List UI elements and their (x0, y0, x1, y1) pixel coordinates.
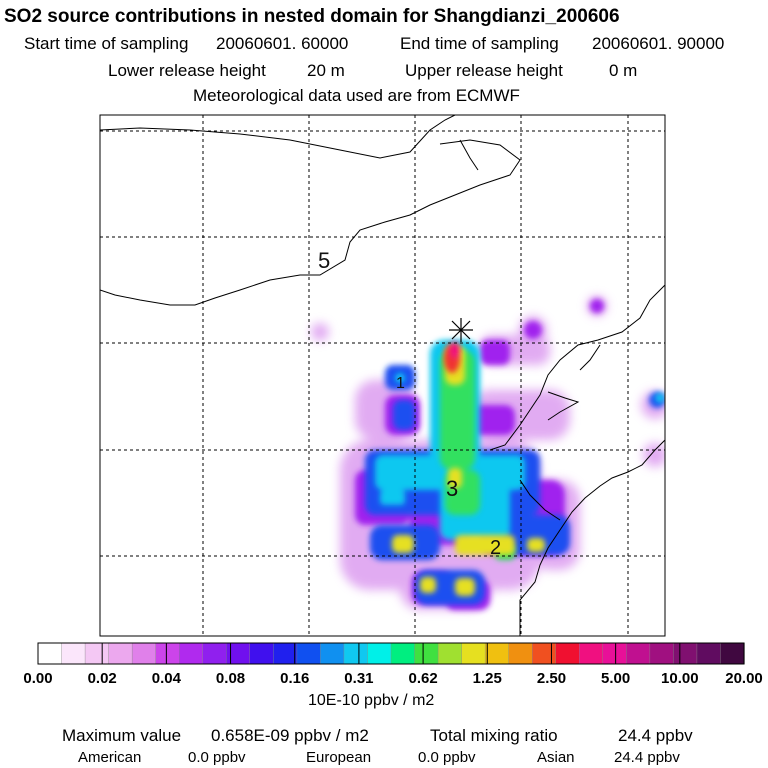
met-data-line: Meteorological data used are from ECMWF (193, 86, 520, 105)
coastline (100, 115, 665, 636)
colorbar-swatch (508, 642, 533, 665)
contour-label-2: 2 (490, 537, 501, 559)
colorbar-swatch (296, 642, 322, 665)
upper-height-label: Upper release height (405, 61, 563, 80)
colorbar-swatch (273, 642, 298, 665)
colorbar-swatch (390, 642, 416, 665)
map-frame (99, 114, 666, 637)
colorbar-swatch (626, 642, 651, 665)
region-name-asian: Asian (537, 749, 575, 766)
colorbar-tick-label: 0.04 (151, 670, 181, 687)
max-value-label: Maximum value (62, 726, 182, 745)
colorbar-swatch (367, 642, 392, 665)
colorbar-swatch (602, 642, 628, 665)
colorbar-swatch (484, 642, 510, 665)
colorbar-swatch (155, 642, 180, 665)
colorbar-swatch (649, 642, 675, 665)
colorbar-swatch (343, 642, 369, 665)
station-marker-icon (449, 318, 473, 342)
colorbar-tick-label: 0.16 (280, 670, 310, 687)
colorbar-tick-label: 0.31 (344, 670, 374, 687)
lower-height-label: Lower release height (108, 61, 266, 80)
colorbar-units: 10E-10 ppbv / m2 (308, 692, 435, 709)
total-mixing-label: Total mixing ratio (430, 726, 558, 745)
lower-height-value: 20 m (307, 61, 345, 80)
colorbar-tick-label: 1.25 (472, 670, 502, 687)
colorbar-swatch (696, 642, 722, 665)
colorbar-swatch (37, 642, 63, 665)
end-time-label: End time of sampling (400, 34, 559, 53)
colorbar-swatch (226, 642, 251, 665)
colorbar-swatch (532, 642, 557, 665)
start-time-label: Start time of sampling (24, 34, 189, 53)
colorbar-swatch (202, 642, 227, 665)
end-time-value: 20060601. 90000 (592, 34, 725, 53)
region-value-european: 0.0 ppbv (418, 749, 476, 766)
region-value-asian: 24.4 ppbv (614, 749, 680, 766)
total-mixing-value: 24.4 ppbv (618, 726, 693, 745)
start-time-value: 20060601. 60000 (216, 34, 349, 53)
lat-lon-grid (100, 115, 665, 636)
figure-title: SO2 source contributions in nested domai… (4, 6, 620, 27)
colorbar-swatch (437, 642, 463, 665)
colorbar-tick-label: 5.00 (601, 670, 631, 687)
colorbar-swatch (84, 642, 110, 665)
colorbar-swatch (61, 642, 86, 665)
colorbar-swatch (461, 642, 486, 665)
colorbar-swatch (249, 642, 275, 665)
colorbar-swatch (720, 642, 745, 665)
colorbar-tick-label: 0.02 (87, 670, 117, 687)
colorbar-swatch (131, 642, 157, 665)
colorbar-tick-label: 2.50 (536, 670, 567, 687)
colorbar-swatch (414, 642, 439, 665)
colorbar-tick-label: 0.62 (408, 670, 438, 687)
contour-label-1: 1 (396, 375, 405, 392)
plume-yellow (392, 345, 545, 596)
colorbar-tick-label: 0.08 (215, 670, 246, 687)
upper-height-value: 0 m (609, 61, 638, 80)
colorbar-swatch (108, 642, 133, 665)
region-value-american: 0.0 ppbv (188, 749, 246, 766)
colorbar-tick-label: 10.00 (661, 670, 699, 687)
max-value: 0.658E-09 ppbv / m2 (211, 726, 369, 745)
colorbar-tick-label: 20.00 (725, 670, 763, 687)
colorbar-swatch (178, 642, 204, 665)
colorbar-swatch (579, 642, 604, 665)
region-name-american: American (78, 749, 142, 766)
contour-label-3: 3 (446, 476, 458, 501)
colorbar-swatch (320, 642, 345, 665)
contour-label-5: 5 (318, 248, 330, 273)
plume-peak (444, 342, 460, 373)
colorbar-swatch (555, 642, 580, 665)
colorbar-swatch (673, 642, 698, 665)
region-name-european: European (306, 749, 372, 766)
colorbar-tick-label: 0.00 (23, 670, 53, 687)
